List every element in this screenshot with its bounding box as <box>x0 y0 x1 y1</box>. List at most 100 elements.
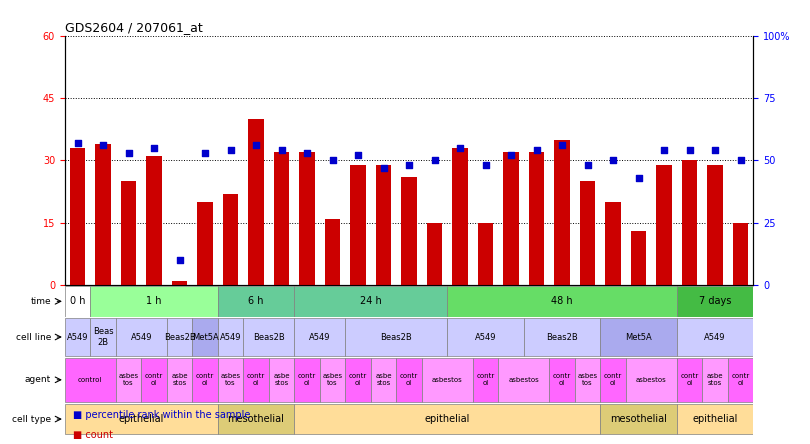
Bar <box>243 357 269 402</box>
Bar <box>294 357 320 402</box>
Point <box>96 142 109 149</box>
Bar <box>70 148 85 285</box>
Bar <box>218 318 243 356</box>
Bar <box>320 357 345 402</box>
Point <box>224 147 237 154</box>
Point <box>709 147 722 154</box>
Text: contr
ol: contr ol <box>400 373 418 386</box>
Point <box>479 162 492 169</box>
Text: contr
ol: contr ol <box>349 373 367 386</box>
Point <box>632 174 645 182</box>
Text: contr
ol: contr ol <box>196 373 214 386</box>
Text: 24 h: 24 h <box>360 296 382 306</box>
Point <box>377 164 390 171</box>
Bar <box>371 357 396 402</box>
Text: asbe
stos: asbe stos <box>171 373 188 386</box>
Text: asbes
tos: asbes tos <box>118 373 139 386</box>
Text: epithelial: epithelial <box>118 414 164 424</box>
Text: 6 h: 6 h <box>249 296 264 306</box>
Bar <box>478 223 493 285</box>
Bar <box>300 152 315 285</box>
Text: agent: agent <box>25 375 51 385</box>
Point <box>505 152 518 159</box>
Point <box>326 157 339 164</box>
Text: asbes
tos: asbes tos <box>220 373 241 386</box>
Bar <box>677 286 753 317</box>
Text: Met5A: Met5A <box>192 333 219 341</box>
Point <box>275 147 288 154</box>
Bar <box>167 357 192 402</box>
Text: contr
ol: contr ol <box>553 373 571 386</box>
Text: contr
ol: contr ol <box>476 373 495 386</box>
Point <box>683 147 696 154</box>
Bar <box>121 181 136 285</box>
Text: asbestos: asbestos <box>432 377 463 383</box>
Text: asbe
stos: asbe stos <box>273 373 290 386</box>
Point <box>173 257 186 264</box>
Bar <box>269 357 294 402</box>
Bar <box>192 357 218 402</box>
Point <box>454 144 467 151</box>
Text: Beas2B: Beas2B <box>546 333 578 341</box>
Bar <box>733 223 748 285</box>
Bar <box>447 318 524 356</box>
Bar <box>677 318 753 356</box>
Point <box>658 147 671 154</box>
Bar <box>656 165 671 285</box>
Text: Beas
2B: Beas 2B <box>92 327 113 347</box>
Bar <box>243 318 294 356</box>
Text: ■ count: ■ count <box>73 429 113 440</box>
Bar <box>427 223 442 285</box>
Bar <box>600 404 677 435</box>
Bar <box>218 357 243 402</box>
Text: GDS2604 / 207061_at: GDS2604 / 207061_at <box>65 21 202 34</box>
Bar <box>580 181 595 285</box>
Bar <box>198 202 213 285</box>
Bar <box>626 357 677 402</box>
Text: control: control <box>78 377 103 383</box>
Bar <box>524 318 600 356</box>
Text: 1 h: 1 h <box>147 296 162 306</box>
Text: Beas2B: Beas2B <box>381 333 412 341</box>
Bar <box>677 357 702 402</box>
Text: contr
ol: contr ol <box>680 373 699 386</box>
Bar <box>192 318 218 356</box>
Bar <box>218 404 294 435</box>
Bar <box>274 152 289 285</box>
Point <box>249 142 262 149</box>
Bar <box>396 357 422 402</box>
Text: asbes
tos: asbes tos <box>578 373 598 386</box>
Bar <box>351 165 365 285</box>
Bar <box>728 357 753 402</box>
Text: A549: A549 <box>220 333 241 341</box>
Text: A549: A549 <box>705 333 726 341</box>
Text: A549: A549 <box>130 333 152 341</box>
Bar <box>422 357 473 402</box>
Bar <box>677 404 753 435</box>
Bar <box>473 357 498 402</box>
Text: contr
ol: contr ol <box>604 373 622 386</box>
Text: epithelial: epithelial <box>424 414 470 424</box>
Bar <box>605 202 620 285</box>
Bar <box>345 357 371 402</box>
Text: contr
ol: contr ol <box>298 373 316 386</box>
Bar <box>65 286 90 317</box>
Bar <box>345 318 447 356</box>
Bar <box>294 318 345 356</box>
Point <box>122 149 135 156</box>
Bar <box>96 144 111 285</box>
Bar <box>65 404 218 435</box>
Bar <box>172 281 187 285</box>
Text: A549: A549 <box>66 333 88 341</box>
Text: ■ percentile rank within the sample: ■ percentile rank within the sample <box>73 409 250 420</box>
Bar <box>223 194 238 285</box>
Bar <box>554 139 569 285</box>
Bar <box>294 286 447 317</box>
Point <box>198 149 211 156</box>
Text: 0 h: 0 h <box>70 296 85 306</box>
Text: asbe
stos: asbe stos <box>707 373 723 386</box>
Bar <box>294 404 600 435</box>
Text: 48 h: 48 h <box>552 296 573 306</box>
Point <box>607 157 620 164</box>
Bar <box>702 357 728 402</box>
